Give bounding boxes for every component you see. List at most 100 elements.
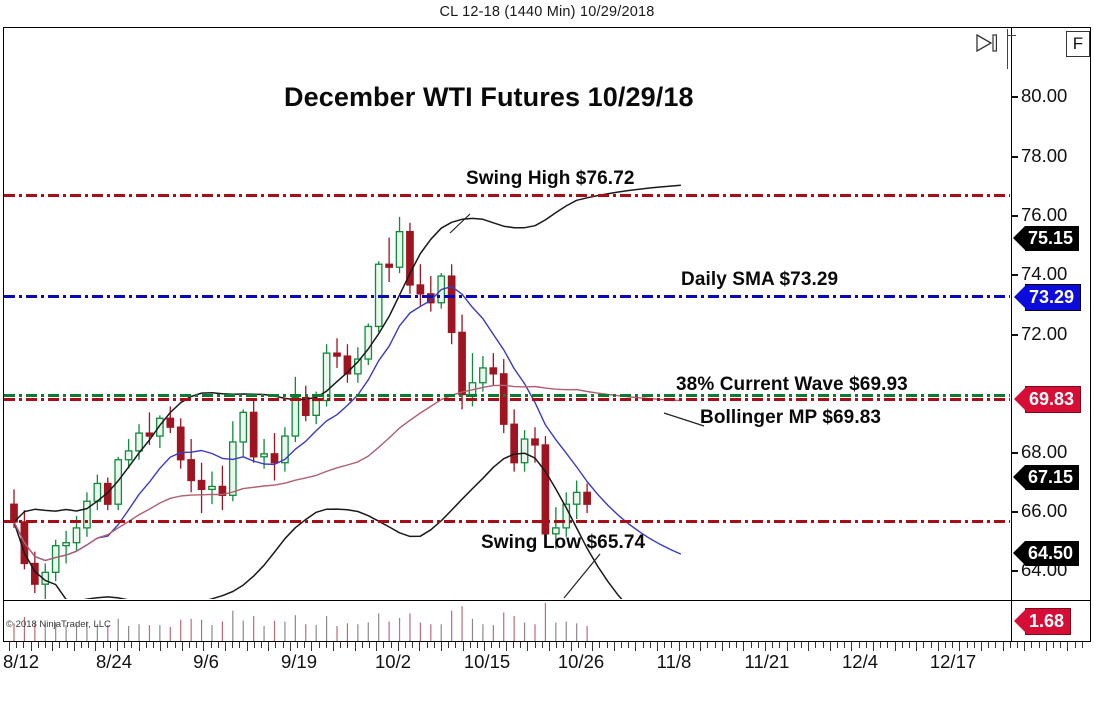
time-tick xyxy=(923,642,925,648)
time-tick xyxy=(606,642,608,648)
annotation-2: 38% Current Wave $69.93 xyxy=(676,374,908,395)
time-tick xyxy=(815,642,817,648)
time-tick xyxy=(988,642,990,648)
time-tick xyxy=(534,642,536,648)
time-tick xyxy=(858,642,860,648)
time-tick xyxy=(383,642,385,648)
time-tick xyxy=(549,642,550,651)
time-tick xyxy=(556,642,558,648)
time-tick xyxy=(419,642,421,651)
time-tick xyxy=(311,642,313,651)
time-tick xyxy=(124,642,126,648)
time-tick xyxy=(412,642,414,648)
time-tick xyxy=(88,642,90,648)
time-tick xyxy=(808,642,810,651)
time-tick xyxy=(700,642,702,651)
time-tick xyxy=(736,642,738,648)
time-tick xyxy=(426,642,428,648)
watermark-text: © 2018 NinjaTrader, LLC xyxy=(6,619,111,630)
price-tag-high-band: 75.15 xyxy=(1013,226,1080,251)
annotation-3: Bollinger MP $69.83 xyxy=(700,407,882,428)
time-tick xyxy=(268,642,270,651)
time-tick xyxy=(570,642,572,651)
time-tick xyxy=(52,642,54,651)
time-tick xyxy=(959,642,961,651)
time-tick xyxy=(405,642,406,648)
time-tick xyxy=(225,642,226,651)
time-tick xyxy=(462,642,464,651)
time-tick xyxy=(109,642,111,648)
time-tick xyxy=(498,642,500,648)
time-tick xyxy=(145,642,147,648)
time-tick xyxy=(642,642,644,648)
time-tick xyxy=(894,642,896,651)
annotation-4: Swing Low $65.74 xyxy=(481,532,646,553)
price-tag-low-band: 67.15 xyxy=(1013,465,1080,490)
time-tick xyxy=(1031,642,1033,648)
time-tick xyxy=(945,642,946,648)
time-tick xyxy=(671,642,673,648)
time-tick xyxy=(59,642,61,648)
time-tick xyxy=(325,642,327,648)
time-tick xyxy=(484,642,486,651)
time-tick xyxy=(937,642,939,651)
date-label-9-6: 9/6 xyxy=(193,651,219,672)
time-tick xyxy=(729,642,730,648)
time-tick xyxy=(477,642,478,648)
time-tick xyxy=(1067,642,1069,651)
time-tick xyxy=(628,642,630,648)
price-axis[interactable]: 80.00 78.00 76.00 74.00 72.00 68.00 66.00 64.00… xyxy=(1012,28,1091,599)
subpanel-divider xyxy=(3,600,1091,601)
annotation-0: Swing High $76.72 xyxy=(466,168,635,189)
time-tick xyxy=(448,642,450,648)
time-tick xyxy=(1074,642,1076,648)
time-tick xyxy=(563,642,565,648)
time-tick xyxy=(189,642,190,648)
candlestick-canvas xyxy=(10,184,705,599)
time-tick xyxy=(361,642,363,648)
time-tick xyxy=(966,642,968,648)
time-tick xyxy=(261,642,262,648)
time-tick xyxy=(95,642,97,651)
time-tick xyxy=(153,642,154,648)
date-label-10-2: 10/2 xyxy=(374,651,412,672)
date-label-12-17: 12/17 xyxy=(929,651,977,672)
time-tick xyxy=(9,642,10,651)
time-tick xyxy=(779,642,781,648)
time-tick xyxy=(577,642,579,648)
time-tick xyxy=(721,642,723,651)
time-tick xyxy=(455,642,457,648)
date-label-9-19: 9/19 xyxy=(280,651,318,672)
time-tick-row xyxy=(3,642,1091,651)
time-tick xyxy=(117,642,118,651)
format-button[interactable]: F xyxy=(1066,31,1090,57)
time-tick xyxy=(981,642,982,651)
time-tick xyxy=(505,642,507,651)
time-tick xyxy=(772,642,774,648)
time-tick xyxy=(793,642,795,648)
time-tick xyxy=(1024,642,1026,651)
play-to-end-icon[interactable] xyxy=(975,33,1001,53)
time-tick xyxy=(973,642,975,648)
time-tick xyxy=(390,642,392,648)
time-tick xyxy=(441,642,442,651)
price-plot[interactable]: Swing High $76.72 Daily SMA $73.29 38% Cur… xyxy=(4,28,1010,599)
time-tick xyxy=(743,642,745,651)
time-tick xyxy=(873,642,874,651)
price-tag-last: 69.83 xyxy=(1014,386,1082,413)
time-tick xyxy=(837,642,838,648)
indicator-subpanel[interactable] xyxy=(4,601,1010,641)
annotation-1: Daily SMA $73.29 xyxy=(681,269,839,290)
time-tick xyxy=(16,642,18,648)
time-tick xyxy=(909,642,910,648)
time-tick xyxy=(397,642,399,651)
time-tick xyxy=(354,642,356,651)
time-tick xyxy=(81,642,82,648)
time-axis[interactable]: 8/12 8/24 9/6 9/19 10/2 10/15 10/26 11/8 11/21 12… xyxy=(3,642,1091,688)
time-tick xyxy=(239,642,241,648)
time-tick xyxy=(1002,642,1004,651)
time-tick xyxy=(131,642,133,648)
date-label-11-8: 11/8 xyxy=(656,651,692,672)
time-tick xyxy=(203,642,205,651)
